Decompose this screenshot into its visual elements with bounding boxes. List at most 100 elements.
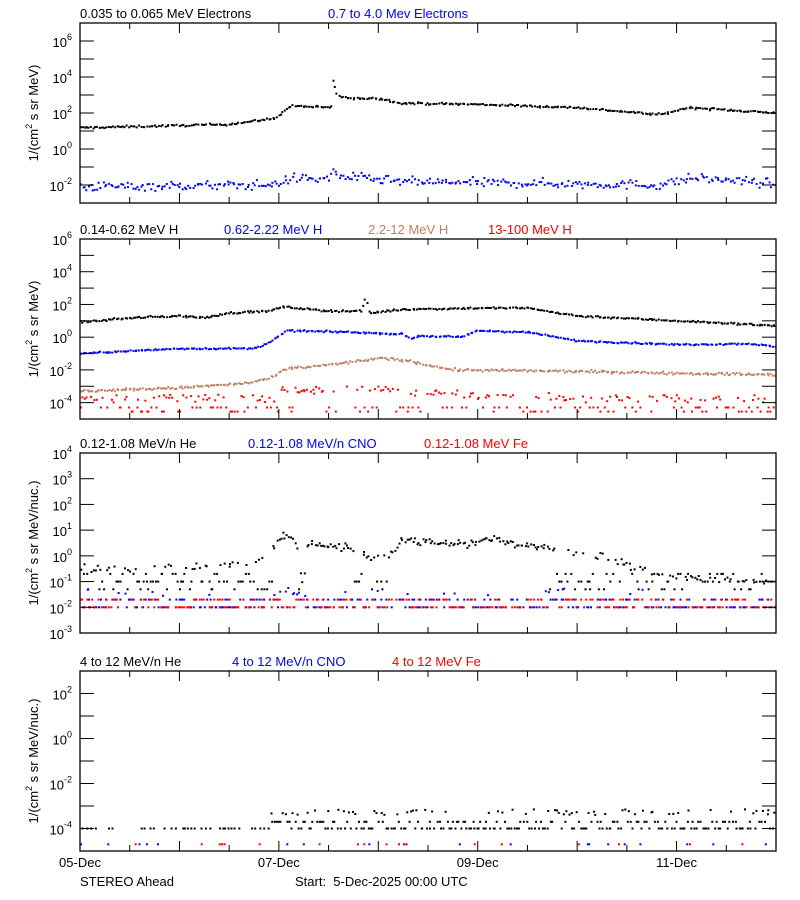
- data-point: [741, 580, 744, 583]
- data-point: [105, 320, 108, 322]
- data-point: [524, 104, 526, 107]
- data-point: [163, 606, 165, 609]
- data-point: [481, 329, 484, 332]
- data-point: [417, 361, 420, 364]
- data-point: [405, 359, 407, 362]
- data-point: [513, 368, 516, 371]
- data-point: [607, 843, 610, 846]
- data-point: [652, 606, 655, 609]
- data-point: [180, 385, 183, 388]
- data-point: [161, 387, 164, 390]
- data-point: [119, 580, 122, 583]
- data-point: [568, 369, 571, 372]
- data-point: [527, 545, 530, 548]
- data-point: [104, 185, 107, 188]
- data-point: [391, 309, 394, 312]
- data-point: [469, 183, 472, 186]
- data-point: [529, 104, 532, 107]
- data-point: [467, 598, 469, 601]
- data-point: [263, 343, 266, 346]
- data-point: [555, 335, 558, 338]
- data-point: [463, 598, 466, 601]
- data-point: [303, 572, 306, 575]
- data-point: [269, 340, 272, 343]
- data-point: [379, 356, 382, 359]
- data-point: [484, 369, 487, 372]
- data-point: [758, 820, 761, 823]
- data-point: [366, 360, 369, 362]
- data-point: [752, 323, 754, 326]
- data-point: [90, 571, 93, 573]
- data-point: [572, 554, 575, 557]
- data-point: [612, 572, 615, 575]
- data-point: [205, 347, 208, 350]
- data-point: [685, 342, 688, 345]
- data-point: [643, 606, 646, 609]
- legend-entry: 0.62-2.22 MeV H: [224, 222, 322, 237]
- data-point: [443, 598, 446, 601]
- data-point: [591, 340, 594, 342]
- data-point: [556, 311, 559, 314]
- data-point: [429, 542, 432, 545]
- y-tick-label: 10-2: [50, 775, 72, 793]
- data-point: [454, 393, 457, 396]
- data-point: [215, 123, 218, 126]
- data-point: [96, 390, 99, 393]
- data-point: [486, 330, 489, 333]
- data-point: [199, 348, 202, 351]
- data-point: [615, 185, 617, 188]
- data-point: [152, 349, 155, 352]
- data-point: [341, 361, 344, 364]
- data-point: [499, 827, 502, 830]
- data-point: [354, 406, 357, 409]
- data-point: [637, 820, 640, 823]
- data-point: [110, 126, 113, 129]
- data-point: [433, 103, 436, 105]
- data-point: [670, 371, 673, 374]
- data-point: [433, 827, 436, 830]
- data-point: [376, 357, 379, 360]
- data-point: [160, 125, 163, 128]
- data-point: [405, 103, 408, 106]
- data-point: [762, 182, 764, 185]
- data-point: [120, 350, 123, 353]
- data-point: [156, 387, 159, 390]
- data-point: [400, 309, 402, 312]
- data-point: [677, 811, 680, 814]
- data-point: [524, 812, 527, 815]
- data-point: [280, 537, 283, 540]
- data-point: [728, 606, 731, 609]
- data-point: [656, 572, 659, 575]
- data-point: [175, 387, 178, 390]
- data-point: [444, 810, 447, 813]
- data-point: [173, 347, 176, 350]
- data-point: [283, 306, 285, 309]
- data-point: [537, 309, 540, 311]
- data-point: [119, 406, 122, 409]
- data-point: [141, 184, 144, 186]
- data-point: [182, 315, 185, 318]
- data-point: [610, 372, 613, 375]
- data-point: [684, 343, 687, 346]
- data-point: [615, 370, 618, 373]
- data-point: [94, 126, 96, 129]
- data-point: [208, 606, 211, 609]
- data-point: [343, 598, 346, 601]
- data-point: [362, 553, 365, 556]
- data-point: [351, 360, 354, 363]
- data-point: [627, 342, 630, 345]
- data-point: [686, 843, 689, 846]
- data-point: [295, 307, 298, 310]
- data-point: [753, 581, 756, 584]
- data-point: [315, 606, 318, 609]
- data-point: [700, 343, 703, 346]
- data-point: [161, 348, 164, 351]
- data-point: [194, 400, 197, 403]
- data-point: [334, 310, 337, 312]
- data-point: [85, 189, 88, 192]
- data-point: [506, 540, 509, 543]
- data-point: [568, 598, 571, 601]
- data-point: [749, 588, 752, 591]
- data-point: [296, 329, 299, 332]
- data-point: [613, 342, 616, 344]
